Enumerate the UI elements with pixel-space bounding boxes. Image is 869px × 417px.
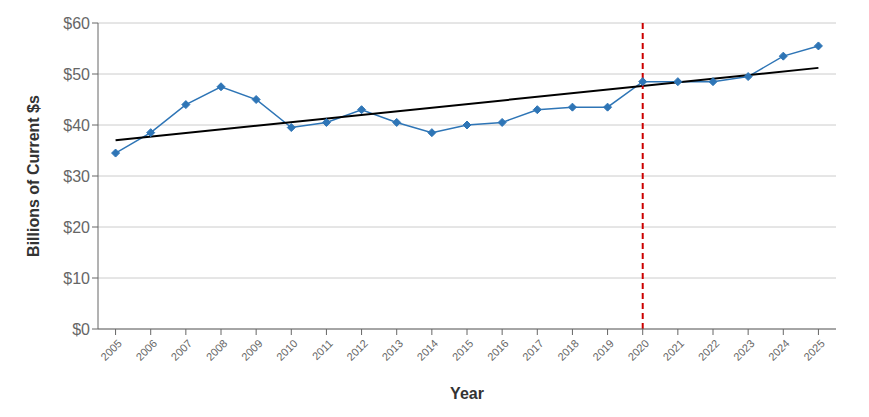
- svg-text:Year: Year: [450, 385, 484, 402]
- svg-text:2014: 2014: [415, 337, 441, 363]
- svg-text:$20: $20: [63, 219, 90, 236]
- svg-text:2024: 2024: [766, 337, 792, 363]
- svg-text:$0: $0: [72, 321, 90, 338]
- svg-text:2009: 2009: [239, 337, 265, 363]
- svg-text:2012: 2012: [344, 337, 370, 363]
- svg-text:2013: 2013: [379, 337, 405, 363]
- svg-text:$60: $60: [63, 15, 90, 32]
- svg-text:2019: 2019: [590, 337, 616, 363]
- svg-text:2006: 2006: [133, 337, 159, 363]
- svg-text:2022: 2022: [696, 337, 722, 363]
- svg-text:2008: 2008: [204, 337, 230, 363]
- svg-text:$30: $30: [63, 168, 90, 185]
- svg-text:$10: $10: [63, 270, 90, 287]
- svg-text:2021: 2021: [661, 337, 687, 363]
- svg-text:$40: $40: [63, 117, 90, 134]
- svg-text:2020: 2020: [625, 337, 651, 363]
- svg-text:$50: $50: [63, 66, 90, 83]
- svg-text:2016: 2016: [485, 337, 511, 363]
- svg-text:2025: 2025: [801, 337, 827, 363]
- svg-text:Billions of Current $s: Billions of Current $s: [25, 95, 42, 257]
- svg-text:2005: 2005: [98, 337, 124, 363]
- svg-text:2007: 2007: [169, 337, 195, 363]
- svg-text:2023: 2023: [731, 337, 757, 363]
- svg-text:2011: 2011: [310, 337, 335, 362]
- svg-text:2015: 2015: [450, 337, 476, 363]
- svg-text:2017: 2017: [520, 337, 546, 363]
- svg-text:2010: 2010: [274, 337, 300, 363]
- svg-text:2018: 2018: [555, 337, 581, 363]
